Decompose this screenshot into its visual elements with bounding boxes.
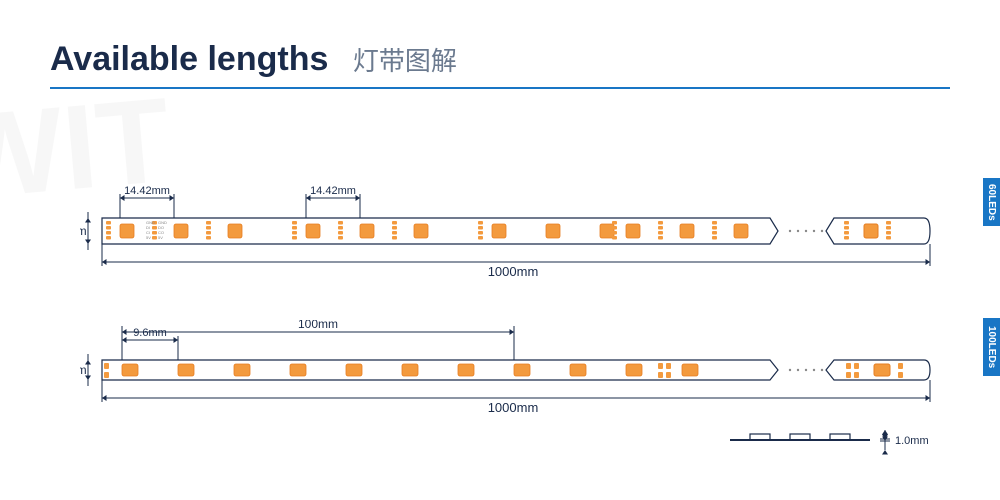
badge-100leds: 100LEDs bbox=[983, 318, 1000, 376]
strip-100-svg: 3mm 9.6mm 100mm 1000mm bbox=[80, 320, 940, 430]
header-underline bbox=[50, 87, 950, 89]
svg-text:9.6mm: 9.6mm bbox=[133, 327, 167, 339]
svg-text:4mm: 4mm bbox=[80, 224, 87, 238]
strip-100leds: 3mm 9.6mm 100mm 1000mm bbox=[80, 320, 960, 430]
svg-text:1.0mm: 1.0mm bbox=[895, 435, 929, 447]
svg-text:1000mm: 1000mm bbox=[488, 400, 539, 415]
title-cn: 灯带图解 bbox=[353, 41, 457, 78]
strip-60leds: 4mm 14.42mm14.42mm GNDGNDDIDOCICO5V5V 10… bbox=[80, 180, 960, 280]
title-en: Available lengths bbox=[50, 40, 328, 79]
svg-text:3mm: 3mm bbox=[80, 363, 87, 377]
svg-text:100mm: 100mm bbox=[298, 320, 338, 331]
header: Available lengths 灯带图解 bbox=[50, 40, 950, 89]
svg-text:5V: 5V bbox=[146, 235, 151, 240]
svg-text:5V: 5V bbox=[158, 235, 163, 240]
strip-60-svg: 4mm 14.42mm14.42mm GNDGNDDIDOCICO5V5V 10… bbox=[80, 180, 940, 280]
svg-text:1000mm: 1000mm bbox=[488, 264, 539, 279]
svg-text:14.42mm: 14.42mm bbox=[124, 185, 170, 197]
svg-text:14.42mm: 14.42mm bbox=[310, 185, 356, 197]
badge-60leds: 60LEDs bbox=[983, 178, 1000, 226]
thickness-diagram: 1.0mm bbox=[720, 420, 940, 465]
